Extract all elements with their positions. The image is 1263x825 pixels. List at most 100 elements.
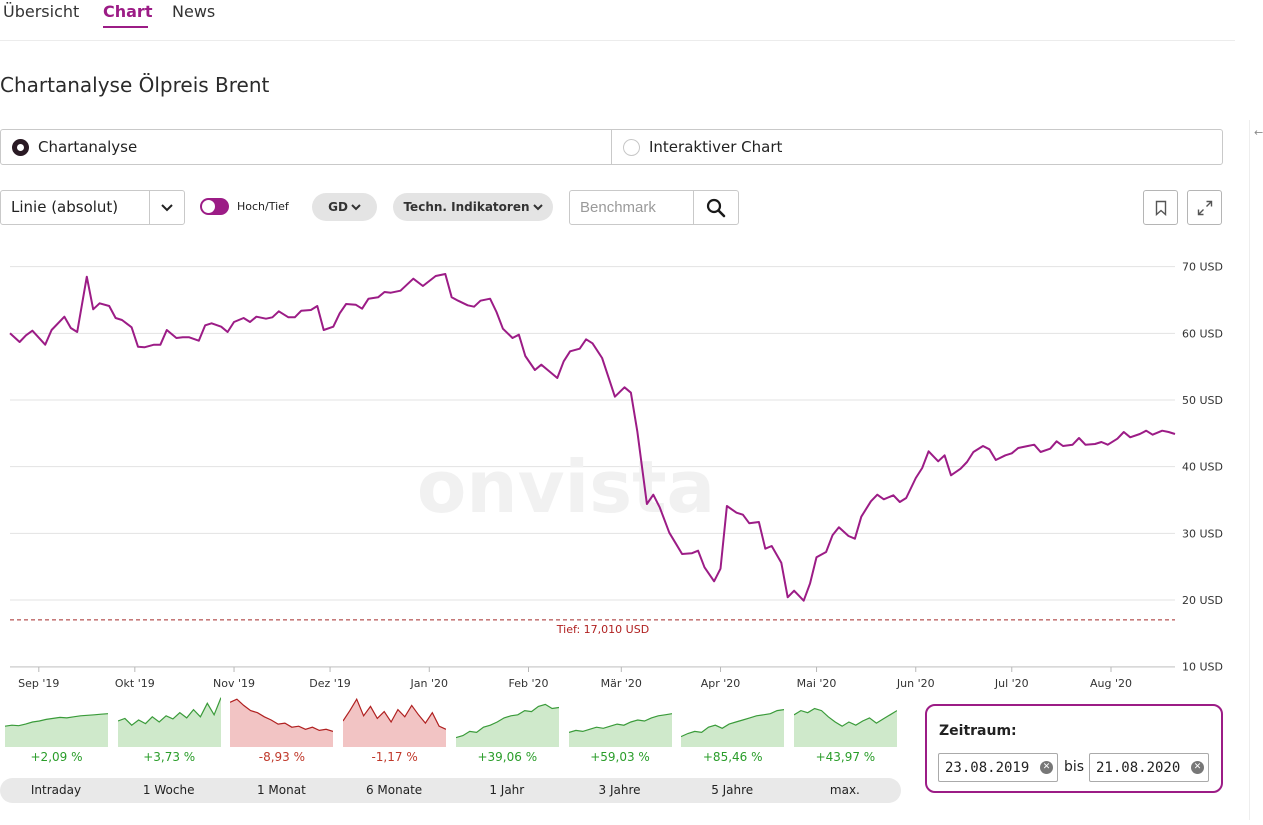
chevron-down-icon xyxy=(351,203,361,210)
mini-chart-change: +3,73 % xyxy=(143,750,196,764)
tab-uebersicht[interactable]: Übersicht xyxy=(3,2,80,21)
mini-chart-line xyxy=(117,697,221,726)
radio-interaktiver-chart[interactable]: Interaktiver Chart xyxy=(612,130,1222,164)
chevron-down-icon xyxy=(149,191,184,224)
mini-chart-line xyxy=(681,709,785,738)
mini-chart-line xyxy=(455,703,559,739)
watermark: onvista xyxy=(417,445,715,529)
y-tick-label: 40 USD xyxy=(1182,461,1223,474)
indicators-dropdown-button[interactable]: Techn. Indikatoren xyxy=(393,193,553,221)
period-button[interactable]: max. xyxy=(829,783,860,797)
x-tick-label: Jul '20 xyxy=(994,677,1029,690)
mini-chart-area xyxy=(5,713,108,747)
period-selector: Intraday 1 Woche 1 Monat 6 Monate 1 Jahr 3 Ja… xyxy=(0,778,901,803)
benchmark-search xyxy=(569,190,739,225)
period-button[interactable]: 5 Jahre xyxy=(711,783,754,797)
date-from-input[interactable] xyxy=(939,759,1039,776)
x-axis-labels: Sep '19 Okt '19 Nov '19 Dez '19 Jan '20 Feb '… xyxy=(18,677,1132,690)
mini-chart-area xyxy=(455,704,559,747)
period-button[interactable]: 1 Monat xyxy=(256,783,306,797)
mini-chart-3[interactable] xyxy=(343,695,455,747)
bookmark-button[interactable] xyxy=(1143,190,1178,225)
clear-icon[interactable]: ✕ xyxy=(1040,761,1053,774)
mini-chart-graph xyxy=(455,703,559,747)
mini-chart-7[interactable] xyxy=(793,695,906,747)
mini-chart-change: +2,09 % xyxy=(30,750,83,764)
y-tick-label: 20 USD xyxy=(1182,594,1223,607)
side-panel-edge xyxy=(1249,120,1263,820)
active-tab-indicator xyxy=(103,26,148,28)
tab-chart[interactable]: Chart xyxy=(103,2,153,21)
y-tick-label: 10 USD xyxy=(1182,661,1223,674)
tab-bar: Übersicht Chart News xyxy=(0,0,1235,41)
mini-chart-5[interactable] xyxy=(568,695,681,747)
period-button[interactable]: 1 Jahr xyxy=(489,783,525,797)
y-tick-label: 70 USD xyxy=(1182,261,1223,274)
mini-chart-graph xyxy=(793,707,897,747)
search-button[interactable] xyxy=(694,191,738,224)
date-range-separator: bis xyxy=(1064,759,1085,775)
radio-label-chartanalyse: Chartanalyse xyxy=(38,138,138,156)
gd-label: GD xyxy=(328,200,348,214)
mini-chart-area xyxy=(568,713,672,747)
x-tick-label: Dez '19 xyxy=(309,677,351,690)
y-tick-label: 50 USD xyxy=(1182,394,1223,407)
benchmark-input[interactable] xyxy=(570,191,694,224)
x-tick-label: Okt '19 xyxy=(115,677,155,690)
period-button[interactable]: 3 Jahre xyxy=(598,783,641,797)
tab-news[interactable]: News xyxy=(172,2,216,21)
mini-chart-change: +59,03 % xyxy=(590,750,650,764)
arrow-left-icon[interactable]: ← xyxy=(1254,126,1263,139)
page-title: Chartanalyse Ölpreis Brent xyxy=(0,73,270,97)
period-performance-strip: +2,09 % +3,73 % -8,93 % -1,17 % +39,06 % +59,… xyxy=(0,695,910,805)
radio-chartanalyse[interactable]: Chartanalyse xyxy=(1,130,612,164)
mini-chart-1[interactable] xyxy=(117,695,230,747)
mini-chart-6[interactable] xyxy=(681,695,793,747)
mini-chart-4[interactable] xyxy=(455,695,568,747)
mini-chart-graph xyxy=(568,713,672,747)
mini-chart-2[interactable] xyxy=(230,695,342,747)
x-tick-label: Jun '20 xyxy=(896,677,935,690)
mini-chart-area xyxy=(230,699,334,747)
date-range-title: Zeitraum: xyxy=(939,723,1017,739)
mini-chart-change: +39,06 % xyxy=(477,750,538,764)
period-button[interactable]: 6 Monate xyxy=(365,783,423,797)
mini-chart-area xyxy=(117,697,221,747)
chart-grid xyxy=(10,266,1175,672)
x-tick-label: Aug '20 xyxy=(1090,677,1132,690)
indicators-label: Techn. Indikatoren xyxy=(403,200,530,214)
clear-icon[interactable]: ✕ xyxy=(1191,761,1204,774)
low-marker: Tief: 17,010 USD xyxy=(10,619,1175,636)
chart-mode-selector: Chartanalyse Interaktiver Chart xyxy=(0,129,1223,165)
period-button[interactable]: Intraday xyxy=(30,783,82,797)
chart-type-select[interactable]: Linie (absolut) xyxy=(0,190,185,225)
toggle-switch xyxy=(200,198,229,215)
date-to-field: ✕ xyxy=(1089,753,1209,782)
date-from-field: ✕ xyxy=(938,753,1058,782)
hoch-tief-toggle[interactable]: Hoch/Tief xyxy=(200,198,289,215)
date-to-input[interactable] xyxy=(1090,759,1190,776)
gd-dropdown-button[interactable]: GD xyxy=(312,193,377,221)
mini-chart-change: -1,17 % xyxy=(371,750,418,764)
mini-chart-area xyxy=(343,699,447,747)
low-label: Tief: 17,010 USD xyxy=(556,623,649,636)
mini-chart-change: +85,46 % xyxy=(702,750,763,764)
mini-chart-area xyxy=(681,709,785,747)
date-range-box: Zeitraum: ✕ bis ✕ xyxy=(925,704,1223,793)
y-tick-label: 30 USD xyxy=(1182,527,1223,540)
mini-chart-graph xyxy=(117,697,221,747)
fullscreen-button[interactable] xyxy=(1187,190,1222,225)
expand-icon xyxy=(1197,200,1212,215)
mini-chart-line xyxy=(343,697,447,730)
mini-chart-0[interactable] xyxy=(5,695,117,747)
mini-chart-line xyxy=(5,713,108,727)
radio-label-interaktiver-chart: Interaktiver Chart xyxy=(649,138,783,156)
x-tick-label: Mai '20 xyxy=(797,677,837,690)
price-chart: onvista 10 USD 20 USD 30 USD 40 USD 50 USD 60… xyxy=(9,261,1223,690)
bookmark-icon xyxy=(1155,200,1166,216)
mini-chart-graph xyxy=(343,697,447,747)
x-tick-label: Nov '19 xyxy=(213,677,255,690)
period-button[interactable]: 1 Woche xyxy=(142,783,195,797)
chevron-down-icon xyxy=(532,203,543,210)
x-tick-label: Mär '20 xyxy=(601,677,642,690)
